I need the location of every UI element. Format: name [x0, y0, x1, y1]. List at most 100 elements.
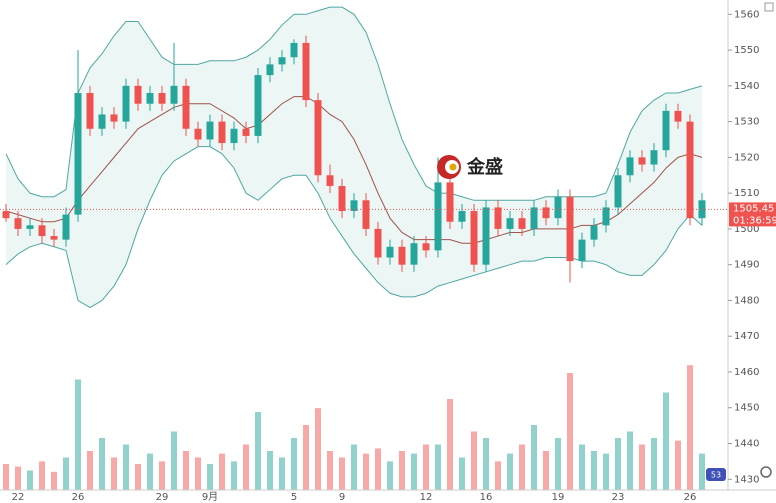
volume-bar: [183, 451, 189, 490]
candle-body: [350, 200, 358, 212]
gear-icon[interactable]: [760, 466, 772, 478]
candle-body: [134, 85, 142, 104]
volume-bar: [267, 451, 273, 490]
candle-body: [602, 207, 610, 226]
x-tick-label: 22: [12, 492, 25, 503]
candle-body: [662, 110, 670, 151]
candle-body: [506, 218, 514, 229]
y-tick-label: 1540: [734, 81, 759, 92]
candle-body: [230, 128, 238, 144]
candle-body: [650, 150, 658, 165]
volume-bar: [603, 453, 609, 490]
x-tick-label: 19: [552, 492, 565, 503]
candle-body: [530, 207, 538, 229]
y-tick-label: 1430: [734, 474, 759, 485]
candles: [2, 35, 706, 283]
volume-bar: [627, 431, 633, 490]
y-tick-label: 1450: [734, 403, 759, 414]
candle-body: [62, 214, 70, 240]
candle-body: [566, 196, 574, 262]
candle-body: [638, 157, 646, 165]
volume-bar: [687, 365, 693, 490]
candle-body: [422, 243, 430, 251]
volume-bar: [411, 453, 417, 490]
candle-body: [398, 246, 406, 265]
volume-bar: [99, 438, 105, 490]
watermark-text: 金盛: [466, 156, 503, 178]
candle-body: [254, 75, 262, 136]
x-tick-label: 23: [612, 492, 625, 503]
x-tick-label: 12: [420, 492, 433, 503]
candle-body: [518, 218, 526, 229]
candle-body: [374, 228, 382, 258]
y-tick-label: 1520: [734, 152, 759, 163]
x-tick-label: 29: [156, 492, 169, 503]
volume-bar: [531, 425, 537, 490]
candle-body: [302, 42, 310, 101]
volume-bar: [507, 453, 513, 490]
candle-body: [38, 225, 46, 237]
x-tick-label: 16: [480, 492, 493, 503]
volume-bar: [543, 451, 549, 490]
volume-bar: [651, 438, 657, 490]
y-tick-label: 1560: [734, 9, 759, 20]
volume-bar: [15, 466, 21, 490]
candle-body: [122, 85, 130, 122]
y-tick-label: 1470: [734, 331, 759, 342]
candle-body: [278, 57, 286, 65]
volume-bar: [27, 470, 33, 490]
candle-body: [542, 207, 550, 219]
volume-bar: [219, 453, 225, 490]
volume-bar: [171, 431, 177, 490]
volume-bar: [591, 451, 597, 490]
volume-bar: [399, 451, 405, 490]
volume-bar: [495, 461, 501, 490]
candle-body: [50, 236, 58, 240]
candle-body: [470, 211, 478, 265]
price-tag-text: 1505.45: [733, 203, 774, 214]
y-tick-label: 1530: [734, 117, 759, 128]
settings-icon[interactable]: [764, 2, 774, 12]
candle-body: [158, 92, 166, 104]
volume-bar: [303, 425, 309, 490]
badge[interactable]: [706, 468, 726, 481]
band-line: [5, 146, 703, 309]
candle-body: [554, 196, 562, 219]
volume-bar: [423, 444, 429, 490]
candle-body: [86, 92, 94, 129]
y-tick-label: 1490: [734, 260, 759, 271]
candle-body: [590, 225, 598, 240]
candle-body: [458, 211, 466, 222]
volume-bar: [231, 461, 237, 490]
volume-bar: [39, 461, 45, 490]
band-line: [5, 6, 703, 201]
candle-body: [26, 225, 34, 229]
x-tick-label: 26: [684, 492, 697, 503]
candle-body: [242, 128, 250, 136]
volume-bar: [675, 440, 681, 490]
candle-body: [578, 239, 586, 262]
volume-bar: [327, 451, 333, 490]
y-tick-label: 1440: [734, 439, 759, 450]
volume-bar: [147, 453, 153, 490]
volume-bar: [123, 444, 129, 490]
volume-bar: [243, 444, 249, 490]
volume-bar: [663, 392, 669, 490]
logo-icon: [449, 163, 457, 171]
volume-bar: [351, 444, 357, 490]
volume-bar: [75, 379, 81, 490]
candle-body: [290, 42, 298, 58]
volume-bar: [291, 438, 297, 490]
candle-body: [362, 200, 370, 229]
candle-body: [98, 114, 106, 129]
volume-bar: [519, 444, 525, 490]
watermark: 金盛: [437, 155, 503, 179]
candle-body: [314, 100, 322, 176]
candle-body: [338, 185, 346, 212]
x-tick-label: 26: [72, 492, 85, 503]
candle-body: [482, 207, 490, 265]
candle-body: [326, 175, 334, 186]
volume-bar: [207, 464, 213, 490]
candle-body: [386, 246, 394, 258]
